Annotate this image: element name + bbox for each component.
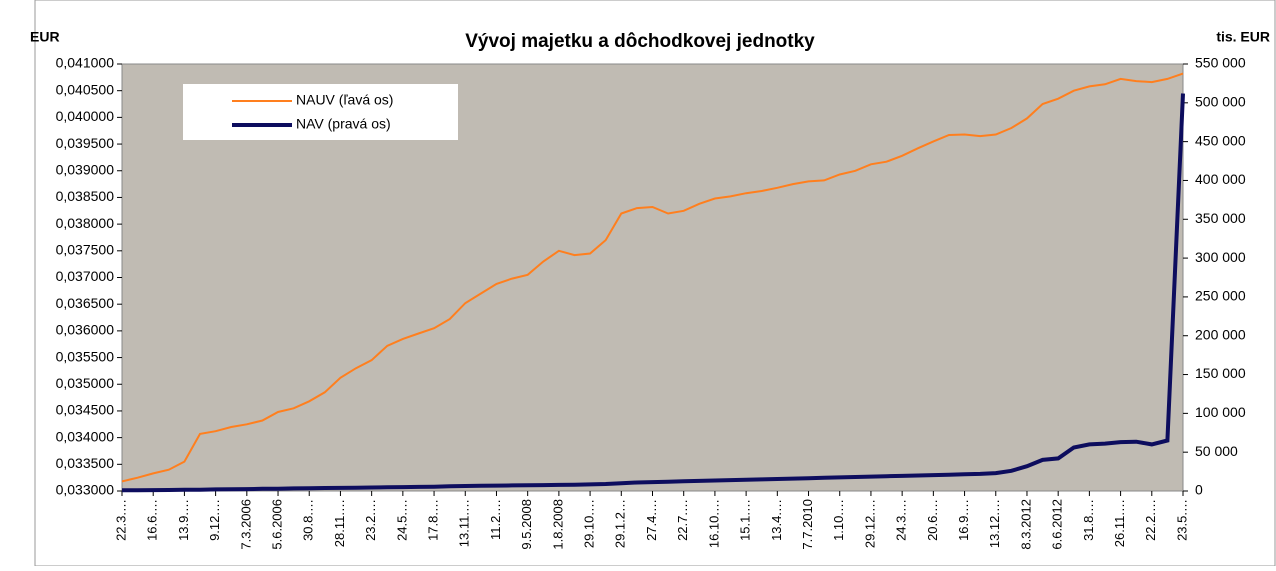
x-tick-label: 22.2.… — [1143, 499, 1158, 541]
x-tick-label: 23.2.… — [363, 499, 378, 541]
y2-tick-label: 250 000 — [1195, 288, 1246, 304]
y2-axis-label: tis. EUR — [1216, 29, 1270, 45]
y-tick-label: 0,036000 — [56, 322, 115, 338]
x-tick-label: 29.1.2… — [613, 499, 628, 548]
x-tick-label: 29.12.… — [862, 499, 877, 548]
x-tick-label: 7.7.2010 — [800, 499, 815, 550]
x-tick-label: 16.10.… — [706, 499, 721, 548]
x-tick-label: 13.4.… — [769, 499, 784, 541]
y-tick-label: 0,039000 — [56, 161, 115, 177]
x-tick-label: 23.5.… — [1174, 499, 1189, 541]
x-tick-label: 16.9.… — [956, 499, 971, 541]
x-tick-label: 22.7.… — [675, 499, 690, 541]
y-axis-label: EUR — [30, 29, 60, 45]
y2-tick-label: 150 000 — [1195, 365, 1246, 381]
x-tick-label: 27.4.… — [644, 499, 659, 541]
line-series — [122, 93, 1185, 493]
y-tick-label: 0,035000 — [56, 375, 115, 391]
x-tick-label: 24.5.… — [394, 499, 409, 541]
x-tick-label: 9.5.2008 — [519, 499, 534, 550]
y-tick-label: 0,033000 — [56, 482, 115, 498]
y-tick-label: 0,035500 — [56, 348, 115, 364]
y-tick-label: 0,036500 — [56, 295, 115, 311]
legend-label: NAUV (ľavá os) — [296, 92, 393, 108]
y2-tick-label: 0 — [1195, 482, 1203, 498]
legend-label: NAV (pravá os) — [296, 116, 391, 132]
y-tick-label: 0,034500 — [56, 402, 115, 418]
y2-tick-label: 550 000 — [1195, 55, 1246, 71]
x-tick-label: 26.11.… — [1112, 499, 1127, 547]
y2-tick-label: 400 000 — [1195, 171, 1246, 187]
x-tick-label: 15.1.… — [738, 499, 753, 541]
legend-box — [183, 84, 458, 140]
y-tick-label: 0,038500 — [56, 188, 115, 204]
x-tick-label: 31.8.… — [1081, 499, 1096, 541]
x-tick-label: 22.3.… — [113, 499, 128, 541]
x-tick-label: 11.2.… — [488, 499, 503, 540]
x-tick-label: 1.10.… — [831, 499, 846, 541]
x-tick-label: 28.11.… — [332, 499, 347, 547]
y2-tick-label: 300 000 — [1195, 249, 1246, 265]
x-tick-label: 29.10.… — [582, 499, 597, 548]
y-tick-label: 0,034000 — [56, 428, 115, 444]
chart-title: Vývoj majetku a dôchodkovej jednotky — [465, 31, 815, 52]
x-tick-label: 24.3.… — [894, 499, 909, 541]
x-tick-label: 6.6.2012 — [1050, 499, 1065, 550]
y-tick-label: 0,033500 — [56, 455, 115, 471]
x-tick-label: 13.11.… — [457, 499, 472, 547]
y-tick-label: 0,038000 — [56, 215, 115, 231]
y-tick-label: 0,040500 — [56, 81, 115, 97]
y2-tick-label: 350 000 — [1195, 210, 1246, 226]
y-tick-label: 0,039500 — [56, 135, 115, 151]
y-tick-label: 0,040000 — [56, 108, 115, 124]
x-tick-label: 17.8.… — [425, 499, 440, 541]
x-tick-label: 5.6.2006 — [269, 499, 284, 550]
y-tick-label: 0,037500 — [56, 242, 115, 258]
y2-tick-label: 200 000 — [1195, 326, 1246, 342]
y2-tick-label: 50 000 — [1195, 443, 1238, 459]
y-tick-label: 0,041000 — [56, 55, 115, 71]
x-tick-label: 13.12.… — [987, 499, 1002, 548]
x-tick-label: 7.3.2006 — [238, 499, 253, 550]
y-tick-label: 0,037000 — [56, 268, 115, 284]
x-tick-label: 13.9.… — [176, 499, 191, 541]
x-tick-label: 16.6.… — [145, 499, 160, 541]
line-series — [121, 72, 1184, 483]
y2-tick-label: 450 000 — [1195, 132, 1246, 148]
y2-tick-label: 100 000 — [1195, 404, 1246, 420]
x-tick-label: 8.3.2012 — [1018, 499, 1033, 550]
y2-tick-label: 500 000 — [1195, 94, 1246, 110]
x-tick-label: 9.12.… — [207, 499, 222, 541]
x-tick-label: 1.8.2008 — [550, 499, 565, 550]
x-tick-label: 30.8.… — [301, 499, 316, 541]
x-tick-label: 20.6.… — [925, 499, 940, 541]
